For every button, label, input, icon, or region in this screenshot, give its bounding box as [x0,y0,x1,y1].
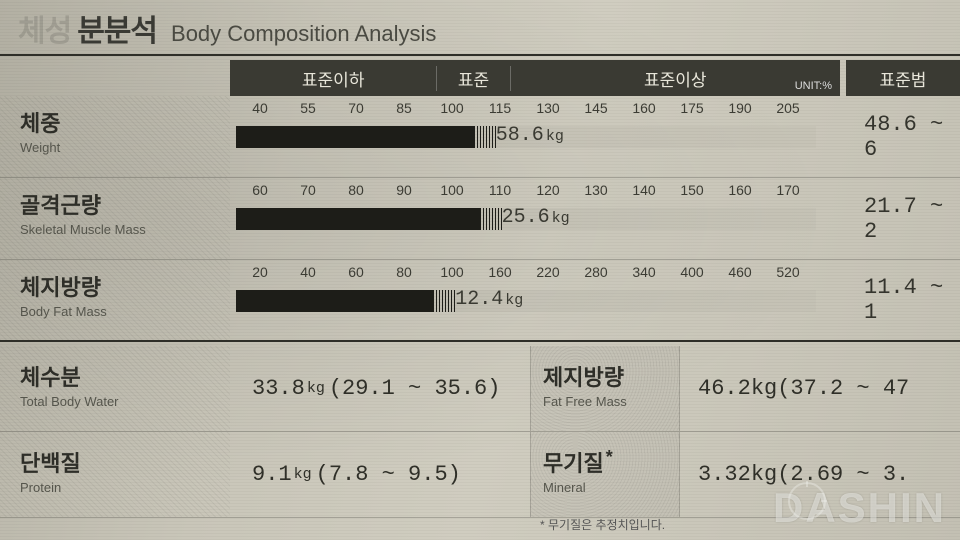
brow-en2: Fat Free Mass [543,394,679,409]
tick: 40 [236,100,284,116]
brow-en: Total Body Water [20,394,230,409]
tick: 130 [524,100,572,116]
chart-row: 체지방량Body Fat Mass20406080100160220280340… [0,260,960,342]
brow-value-right: 46.2kg(37.2 ~ 47 [680,346,960,431]
brow-ko2: 제지방량 [543,360,679,392]
row-label: 체지방량 Body Fat Mass [0,260,230,340]
brow-label-right: 무기질* Mineral [530,432,680,517]
tick: 145 [572,100,620,116]
bottom-row: 체수분Total Body Water33.8kg(29.1 ~ 35.6)제지… [0,346,960,432]
tick: 160 [476,264,524,280]
row-chart: 20406080100160220280340400460520 12.4kg [230,260,840,340]
tick: 130 [572,182,620,198]
tick: 60 [236,182,284,198]
tick: 140 [620,182,668,198]
row-label-en: Body Fat Mass [20,304,230,319]
tick: 70 [332,100,380,116]
tick: 190 [716,100,764,116]
tick: 100 [428,100,476,116]
chart-rows: 체중Weight40557085100115130145160175190205… [0,96,960,342]
tick: 175 [668,100,716,116]
watermark: DASHIN [773,484,946,532]
row-label-en: Skeletal Muscle Mass [20,222,230,237]
tick: 100 [428,264,476,280]
title-rule [0,54,960,56]
tick: 80 [332,182,380,198]
tick: 110 [476,182,524,198]
tick: 170 [764,182,812,198]
tick: 90 [380,182,428,198]
tick: 70 [284,182,332,198]
bar-value: 25.6kg [502,206,570,229]
tick: 220 [524,264,572,280]
scale-under: 표준이하 [230,66,437,91]
bar-fill [236,290,433,312]
brow-label-right: 제지방량 Fat Free Mass [530,346,680,431]
brow-label-left: 단백질 Protein [0,432,230,517]
tick: 120 [524,182,572,198]
scale-over: 표준이상 [511,66,840,91]
brow-en2: Mineral [543,480,679,495]
tick: 40 [284,264,332,280]
row-chart: 60708090100110120130140150160170 25.6kg [230,178,840,259]
tick: 80 [380,264,428,280]
row-label: 체중 Weight [0,96,230,177]
row-label-en: Weight [20,140,230,155]
tick: 60 [332,264,380,280]
tick: 400 [668,264,716,280]
row-range-right: 48.6 ~ 6 [846,96,960,177]
brow-value-left: 9.1kg(7.8 ~ 9.5) [230,432,530,517]
title-ko: 분분석 [77,6,157,50]
bar-track [236,290,816,312]
bar-value: 58.6kg [496,124,564,147]
brow-ko2: 무기질* [543,446,679,478]
tick: 55 [284,100,332,116]
row-range-right: 11.4 ~ 1 [846,260,960,340]
row-ticks: 20406080100160220280340400460520 [230,264,840,280]
title-en: Body Composition Analysis [171,21,436,47]
scale-header-chart: 표준이하 표준 표준이상 UNIT:% [230,60,840,96]
tick: 150 [668,182,716,198]
tick: 115 [476,100,524,116]
tick: 340 [620,264,668,280]
brow-ko: 체수분 [20,360,230,392]
chart-row: 체중Weight40557085100115130145160175190205… [0,96,960,178]
row-range-right: 21.7 ~ 2 [846,178,960,259]
tick: 160 [620,100,668,116]
bar-fill [236,126,474,148]
tick: 280 [572,264,620,280]
scale-normal: 표준 [437,66,510,91]
row-ticks: 40557085100115130145160175190205 [230,100,840,116]
tick: 85 [380,100,428,116]
row-ticks: 60708090100110120130140150160170 [230,182,840,198]
row-label: 골격근량 Skeletal Muscle Mass [0,178,230,259]
chart-row: 골격근량Skeletal Muscle Mass6070809010011012… [0,178,960,260]
bar-value: 12.4kg [455,288,523,311]
tick: 520 [764,264,812,280]
title-ko-faded: 체성 [18,6,71,50]
scale-header-right: 표준범 [846,60,960,96]
row-label-ko: 골격근량 [20,188,230,220]
brow-value-left: 33.8kg(29.1 ~ 35.6) [230,346,530,431]
page-title: 체성 분분석 Body Composition Analysis [18,6,436,50]
brow-ko: 단백질 [20,446,230,478]
row-chart: 40557085100115130145160175190205 58.6kg [230,96,840,177]
tick: 160 [716,182,764,198]
tick: 205 [764,100,812,116]
row-label-ko: 체중 [20,106,230,138]
tick: 460 [716,264,764,280]
footnote: * 무기질은 추정치입니다. [540,516,665,533]
tick: 20 [236,264,284,280]
scale-unit: UNIT:% [795,80,832,92]
tick: 100 [428,182,476,198]
brow-en: Protein [20,480,230,495]
bar-fill [236,208,480,230]
scale-header: 표준이하 표준 표준이상 UNIT:% 표준범 [0,60,960,96]
row-label-ko: 체지방량 [20,270,230,302]
brow-label-left: 체수분 Total Body Water [0,346,230,431]
